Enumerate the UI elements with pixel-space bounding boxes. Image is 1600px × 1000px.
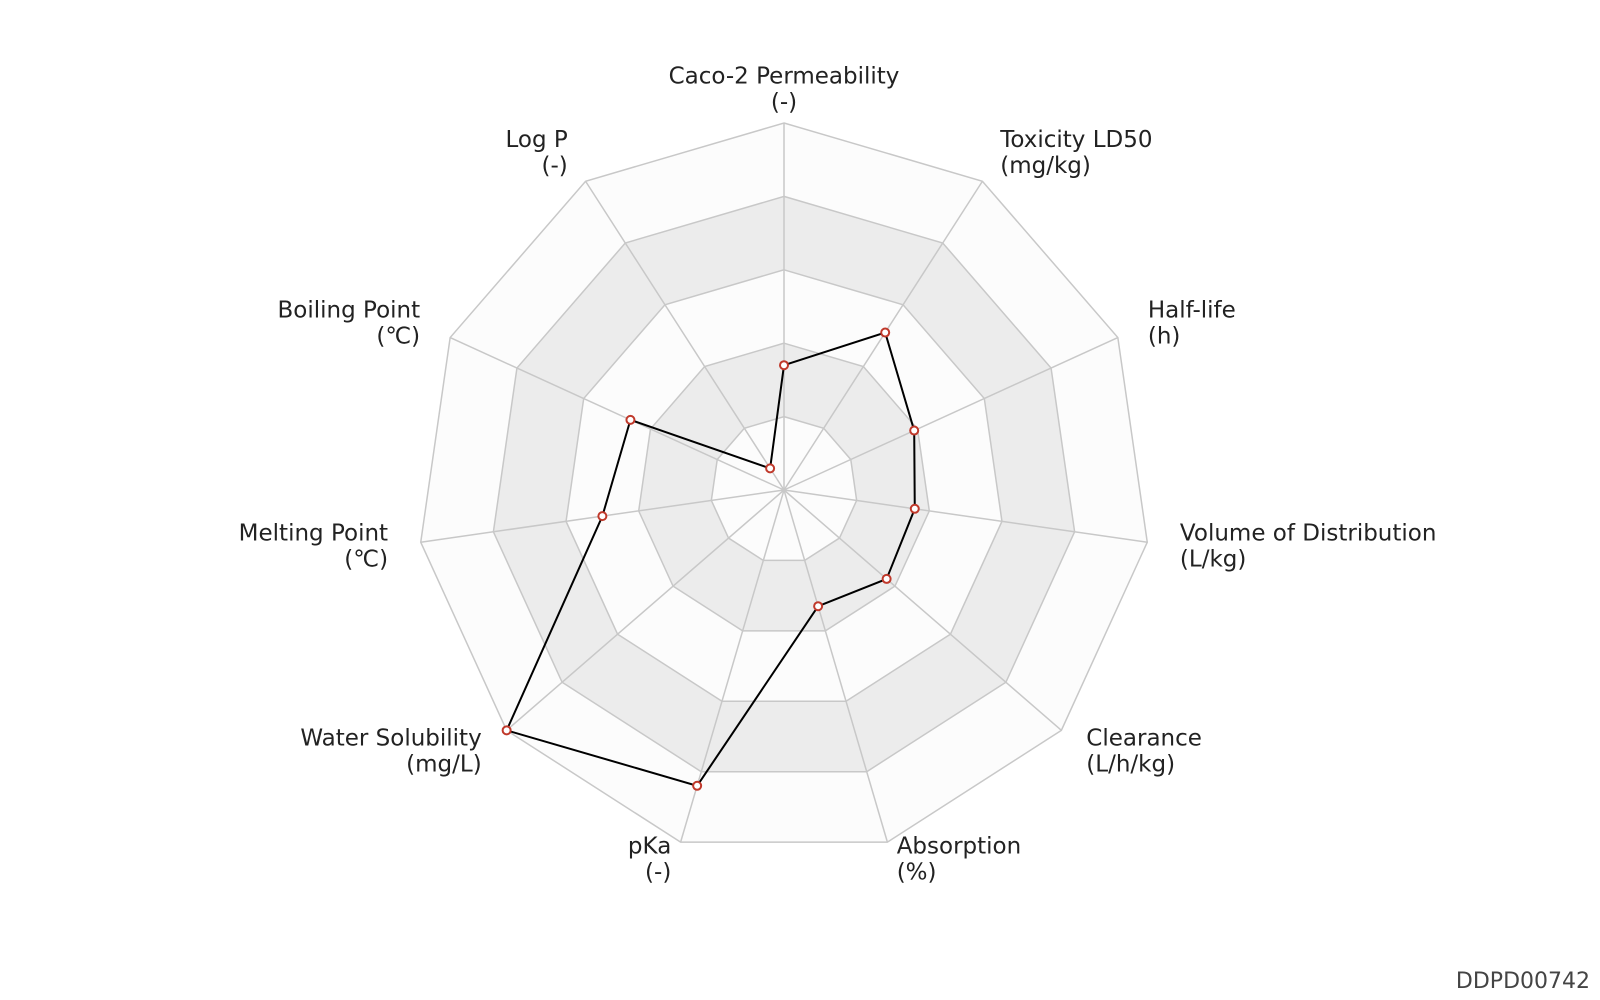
axis-unit: (h) xyxy=(1148,323,1181,349)
data-point xyxy=(909,425,920,436)
spoke xyxy=(783,489,1148,543)
data-point xyxy=(813,601,824,612)
axis-unit: (%) xyxy=(897,859,937,885)
data-point xyxy=(625,414,636,425)
data-point xyxy=(501,725,512,736)
axis-unit: (mg/kg) xyxy=(1000,153,1091,179)
watermark: DDPD00742 xyxy=(1456,969,1590,994)
axis-unit: (℃) xyxy=(344,546,388,572)
spoke xyxy=(449,336,785,491)
axis-label: Toxicity LD50 xyxy=(999,127,1152,153)
axis-unit: (-) xyxy=(645,859,671,885)
data-point xyxy=(765,463,776,474)
axis-label: Half-life xyxy=(1148,297,1236,323)
spoke xyxy=(783,489,1062,731)
spoke xyxy=(584,180,785,491)
axis-label: Log P xyxy=(505,127,567,153)
axis-label: Water Solubility xyxy=(300,725,481,751)
axis-unit: (L/h/kg) xyxy=(1086,751,1175,777)
spoke xyxy=(783,336,1119,491)
axis-label: Absorption xyxy=(897,833,1022,859)
data-point xyxy=(779,360,789,371)
spoke xyxy=(783,489,889,843)
axis-unit: (mg/L) xyxy=(406,751,482,777)
data-point xyxy=(880,327,891,338)
spoke xyxy=(506,489,785,731)
axis-label: pKa xyxy=(628,833,671,859)
axis-unit: (L/kg) xyxy=(1180,546,1246,572)
axis-label: Boiling Point xyxy=(278,297,421,323)
data-point xyxy=(692,780,703,791)
axis-label: Clearance xyxy=(1086,725,1202,751)
axis-label: Volume of Distribution xyxy=(1180,520,1437,546)
data-point xyxy=(597,511,608,522)
axis-unit: (℃) xyxy=(376,323,420,349)
axis-label: Melting Point xyxy=(239,520,388,546)
axis-unit: (-) xyxy=(771,90,797,116)
data-point xyxy=(909,503,920,514)
axis-unit: (-) xyxy=(541,153,567,179)
data-point xyxy=(881,573,892,584)
data-line xyxy=(505,331,916,787)
axis-label: Caco-2 Permeability xyxy=(669,64,900,90)
